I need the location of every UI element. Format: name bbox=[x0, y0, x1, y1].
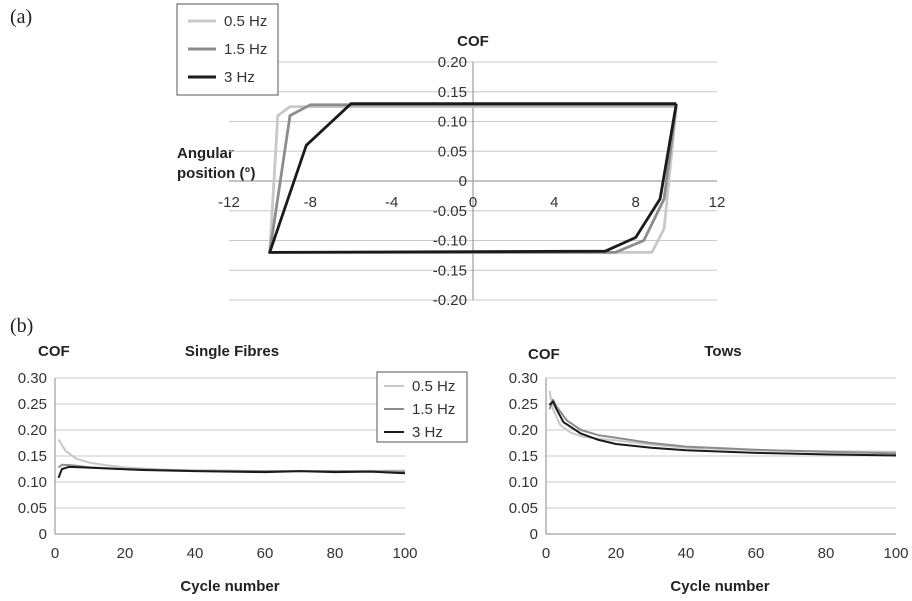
a-y-tick-label: 0.15 bbox=[438, 84, 467, 101]
a-x-tick-label: 12 bbox=[709, 194, 726, 211]
b1-y-tick-label: 0.20 bbox=[18, 422, 47, 439]
a-y-tick-label: 0.20 bbox=[438, 54, 467, 71]
legend-label-3hz: 3 Hz bbox=[224, 69, 255, 86]
b2-y-tick-label: 0 bbox=[530, 526, 538, 543]
chart-b2-xlabel: Cycle number bbox=[670, 578, 769, 595]
b2-x-tick-label: 40 bbox=[678, 545, 695, 562]
b1-y-tick-label: 0.05 bbox=[18, 500, 47, 517]
chart-b2: 0.30 0.25 0.20 0.15 0.10 0.05 00 20 40 60 80 100 bbox=[509, 370, 909, 562]
chart-b2-ylabel: COF bbox=[528, 346, 560, 363]
b1-y-tick-label: 0.25 bbox=[18, 396, 47, 413]
b1-x-tick-label: 100 bbox=[392, 545, 417, 562]
panel-a-label: (a) bbox=[10, 6, 32, 28]
b1-y-tick-label: 0.10 bbox=[18, 474, 47, 491]
b1-series-3-Hz bbox=[57, 465, 406, 479]
chart-b1-xlabel: Cycle number bbox=[180, 578, 279, 595]
b1-series-0-5-Hz bbox=[57, 438, 406, 473]
b2-series-1-5-Hz bbox=[548, 398, 897, 455]
a-y-tick-label: 0.05 bbox=[438, 143, 467, 160]
chart-a-xlabel-line2: position (°) bbox=[177, 165, 255, 182]
b1-y-tick-label: 0.30 bbox=[18, 370, 47, 387]
a-series-3-Hz bbox=[268, 102, 678, 254]
b2-x-tick-label: 0 bbox=[542, 545, 550, 562]
b1-y-tick-label: 0.15 bbox=[18, 448, 47, 465]
legend-label-1-5hz: 1.5 Hz bbox=[224, 41, 267, 58]
b1-x-tick-label: 80 bbox=[327, 545, 344, 562]
panel-b-label: (b) bbox=[10, 315, 33, 337]
chart-b1-ylabel: COF bbox=[38, 343, 70, 360]
b2-x-tick-label: 100 bbox=[883, 545, 908, 562]
chart-b1-legend: 0.5 Hz 1.5 Hz 3 Hz bbox=[376, 371, 468, 443]
b1-x-tick-label: 40 bbox=[187, 545, 204, 562]
a-y-tick-label: -0.20 bbox=[433, 292, 467, 309]
b2-x-tick-label: 60 bbox=[748, 545, 765, 562]
b2-y-tick-label: 0.20 bbox=[509, 422, 538, 439]
b1-legend-label-0-5hz: 0.5 Hz bbox=[412, 378, 455, 395]
b2-y-tick-label: 0.10 bbox=[509, 474, 538, 491]
b2-y-tick-label: 0.15 bbox=[509, 448, 538, 465]
b2-series-3-Hz bbox=[548, 400, 897, 457]
chart-a: 0.200.150.100.050-0.05-0.10-0.15-0.20-12… bbox=[218, 54, 725, 309]
b1-y-tick-label: 0 bbox=[39, 526, 47, 543]
b2-x-tick-label: 80 bbox=[818, 545, 835, 562]
chart-a-xlabel-line1: Angular bbox=[177, 145, 234, 162]
a-x-tick-label: 0 bbox=[469, 194, 477, 211]
legend-label-0-5hz: 0.5 Hz bbox=[224, 13, 267, 30]
b1-legend-label-1-5hz: 1.5 Hz bbox=[412, 401, 455, 418]
b2-y-tick-label: 0.30 bbox=[509, 370, 538, 387]
a-x-tick-label: -4 bbox=[385, 194, 398, 211]
b2-series-0-5-Hz bbox=[548, 390, 897, 453]
b1-x-tick-label: 0 bbox=[51, 545, 59, 562]
a-y-tick-label: -0.10 bbox=[433, 233, 467, 250]
b2-y-tick-label: 0.05 bbox=[509, 500, 538, 517]
a-y-tick-label: 0.10 bbox=[438, 114, 467, 131]
a-y-tick-label: 0 bbox=[459, 173, 467, 190]
a-x-tick-label: -12 bbox=[218, 194, 240, 211]
b1-x-tick-label: 60 bbox=[257, 545, 274, 562]
a-x-tick-label: -8 bbox=[304, 194, 317, 211]
chart-b1-title: Single Fibres bbox=[185, 343, 279, 360]
a-y-tick-label: -0.15 bbox=[433, 262, 467, 279]
a-x-tick-label: 8 bbox=[631, 194, 639, 211]
a-x-tick-label: 4 bbox=[550, 194, 558, 211]
b2-y-tick-label: 0.25 bbox=[509, 396, 538, 413]
chart-b2-title: Tows bbox=[704, 343, 741, 360]
b2-x-tick-label: 20 bbox=[608, 545, 625, 562]
b1-x-tick-label: 20 bbox=[117, 545, 134, 562]
a-y-tick-label: -0.05 bbox=[433, 203, 467, 220]
chart-b1: 0.30 0.25 0.20 0.15 0.10 0.05 00 20 40 60 80 100 bbox=[18, 370, 418, 562]
b1-legend-label-3hz: 3 Hz bbox=[412, 424, 443, 441]
chart-a-title: COF bbox=[457, 33, 489, 50]
chart-a-legend: 0.5 Hz 1.5 Hz 3 Hz bbox=[176, 3, 279, 96]
